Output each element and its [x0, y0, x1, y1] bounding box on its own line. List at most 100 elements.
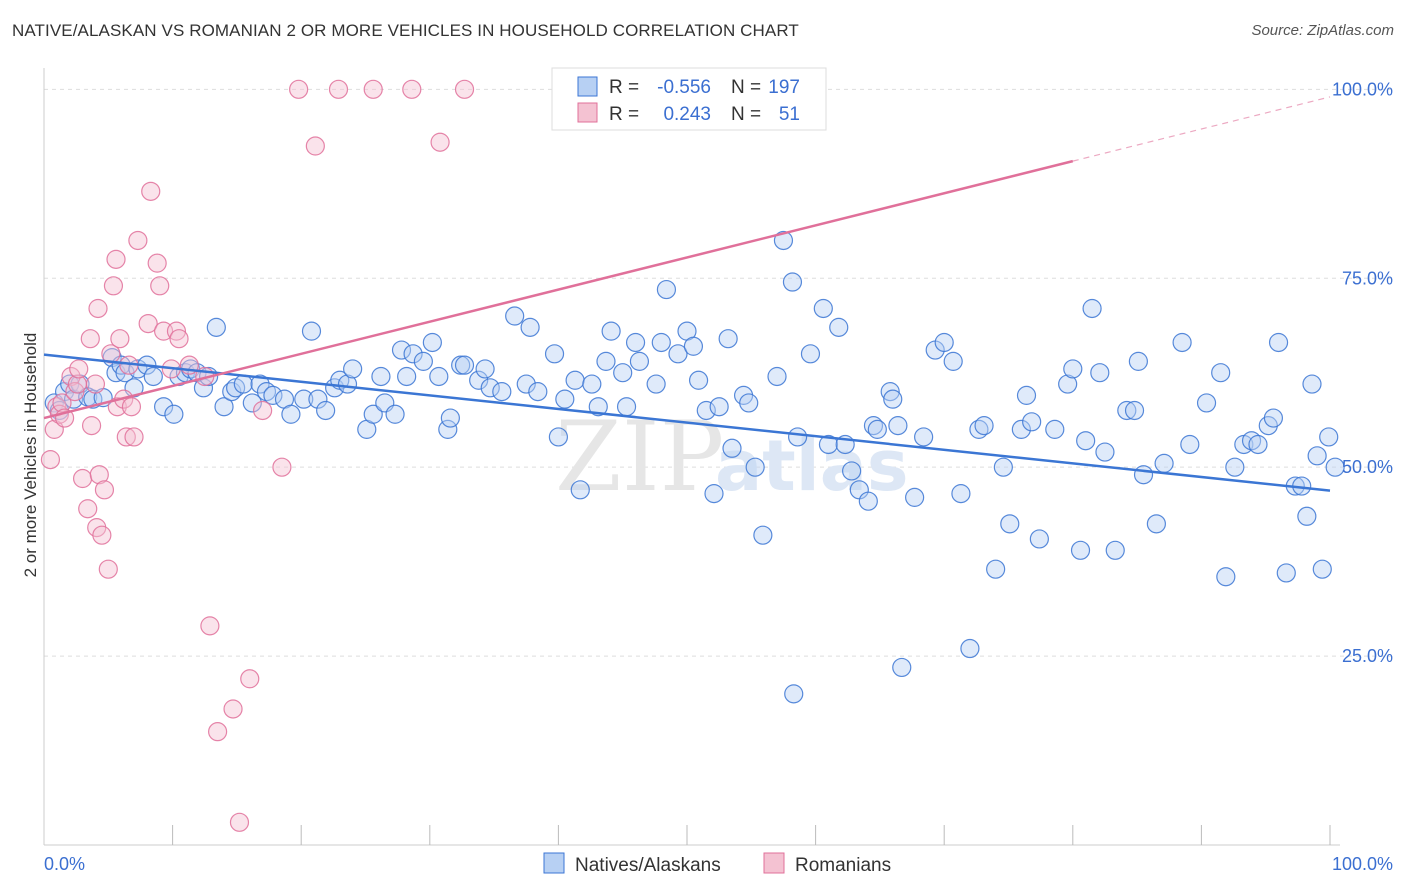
natives-point [1312, 559, 1332, 579]
romanians-point [80, 329, 100, 349]
chart-title: NATIVE/ALASKAN VS ROMANIAN 2 OR MORE VEH… [12, 21, 799, 40]
natives-point [863, 416, 884, 436]
romanians-point [200, 616, 220, 636]
legend-romanians-n-label: N = [731, 104, 761, 125]
natives-point [818, 434, 839, 455]
natives-point [1225, 457, 1245, 477]
natives-point [528, 382, 548, 402]
romanians-point [289, 79, 309, 99]
natives-point [753, 525, 773, 545]
natives-point [363, 404, 383, 424]
natives-point [403, 344, 423, 364]
romanians-point [81, 416, 102, 436]
natives-point [1216, 567, 1236, 587]
natives-point [1105, 540, 1125, 560]
natives-point [943, 351, 963, 371]
romanians-point [430, 132, 450, 152]
natives-point [974, 416, 994, 436]
natives-point [250, 374, 270, 394]
natives-point [993, 457, 1013, 477]
legend-romanians-swatch [577, 102, 598, 123]
natives-point [1063, 359, 1083, 379]
natives-point [1124, 400, 1145, 421]
natives-point [492, 382, 512, 402]
natives-point [773, 230, 794, 251]
natives-point [880, 382, 900, 402]
natives-point [888, 416, 908, 436]
natives-point [263, 385, 283, 405]
natives-point [480, 378, 500, 398]
natives-point [242, 393, 262, 413]
natives-point [969, 419, 989, 439]
natives-point [555, 389, 575, 409]
natives-point [301, 321, 322, 341]
natives-point [829, 317, 849, 337]
natives-point [1268, 332, 1289, 353]
natives-point [782, 272, 803, 292]
grid-lines [44, 88, 1395, 657]
natives-point [1248, 434, 1268, 455]
bottom-legend-natives-swatch [543, 852, 565, 874]
natives-point [1146, 514, 1166, 534]
natives-point [565, 370, 585, 390]
natives-point [548, 427, 569, 447]
legend-natives-swatch [577, 76, 598, 97]
natives-point [222, 382, 242, 402]
natives-point [613, 363, 633, 383]
natives-point [422, 332, 442, 353]
romanians-point [98, 559, 118, 579]
legend-natives-n-value: 197 [768, 77, 800, 98]
legend-natives-n-label: N = [731, 77, 761, 98]
natives-point [143, 366, 163, 387]
romanians-point [454, 79, 475, 99]
natives-point [696, 400, 716, 421]
natives-point [596, 351, 616, 371]
natives-point [1211, 363, 1231, 383]
natives-point [718, 329, 738, 349]
romanians-point [88, 298, 108, 319]
romanians-point [147, 253, 167, 273]
legend-natives-r-value: -0.556 [657, 77, 711, 98]
romanians-point [52, 393, 72, 413]
natives-point [668, 344, 688, 364]
romanians-point [166, 321, 187, 341]
romanians-point [141, 181, 161, 201]
natives-point [883, 389, 903, 409]
romanians-point [110, 329, 130, 349]
natives-point [1307, 446, 1327, 466]
natives-point [858, 491, 878, 511]
bottom-legend-romanians-label: Romanians [795, 855, 891, 876]
natives-point [1070, 540, 1091, 560]
natives-point [934, 332, 954, 353]
romanians-point [253, 400, 273, 421]
natives-point [385, 404, 405, 424]
natives-point [164, 404, 184, 424]
romanians-point [103, 276, 124, 296]
natives-point [1172, 332, 1192, 353]
natives-point [429, 366, 449, 387]
natives-point [601, 321, 621, 341]
natives-point [1082, 298, 1102, 319]
legend-romanians-r-value: 0.243 [663, 104, 711, 125]
natives-point [616, 397, 637, 417]
natives-point [842, 461, 862, 481]
natives-point [1000, 514, 1020, 534]
natives-point [294, 389, 314, 409]
romanians-point [272, 457, 292, 477]
y-tick-label: 50.0% [1342, 457, 1393, 477]
natives-point [308, 389, 328, 409]
natives-point [960, 638, 980, 659]
legend: R = -0.556 N = 197 R = 0.243 N = 51 [551, 67, 827, 131]
natives-point [629, 351, 650, 371]
natives-point [588, 397, 608, 417]
natives-point [1117, 400, 1137, 421]
natives-point [704, 484, 724, 504]
romanians-point [229, 812, 250, 832]
romanians-point [40, 450, 61, 470]
bottom-legend-romanians-swatch [763, 852, 785, 874]
romanians-point [223, 699, 243, 719]
natives-trend-line [43, 353, 1331, 492]
natives-point [1022, 412, 1042, 432]
natives-point [914, 427, 934, 447]
romanians-point [328, 79, 349, 99]
